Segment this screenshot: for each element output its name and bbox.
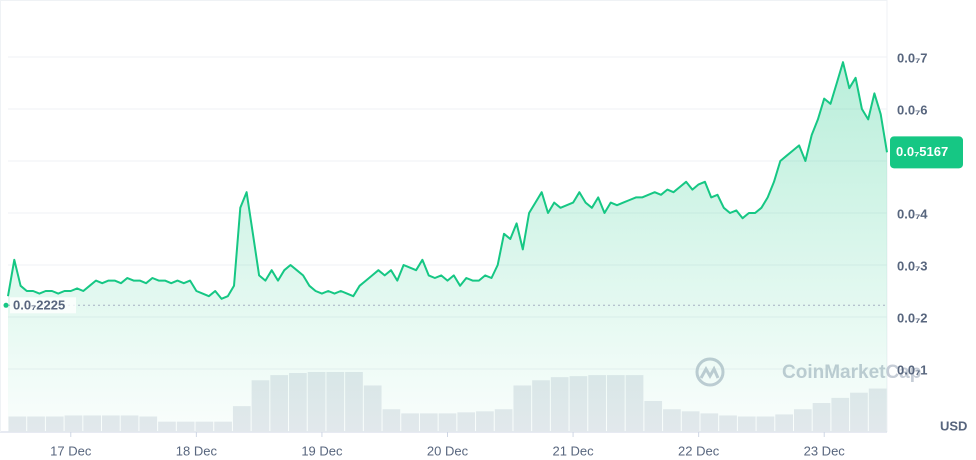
y-tick-label: 0.0₇3	[897, 258, 928, 273]
y-tick-label: 0.0₇6	[897, 102, 928, 117]
x-tick-label: 21 Dec	[552, 443, 594, 458]
y-tick-label: 0.0₇2	[897, 310, 928, 325]
open-price-bg	[10, 297, 76, 314]
open-price-dot	[3, 302, 9, 308]
x-tick-label: 20 Dec	[427, 443, 469, 458]
price-area	[8, 62, 887, 432]
y-tick-label: 0.0₇7	[897, 50, 928, 65]
x-tick-label: 17 Dec	[50, 443, 92, 458]
x-tick-label: 18 Dec	[176, 443, 218, 458]
current-price-box	[890, 136, 963, 169]
x-tick-label: 23 Dec	[804, 443, 846, 458]
current-price-label: 0.0₇5167	[896, 144, 948, 159]
x-tick-label: 22 Dec	[678, 443, 720, 458]
y-tick-label: 0.0₇1	[897, 362, 928, 377]
y-tick-label: 0.0₇4	[897, 206, 928, 221]
price-line	[7, 61, 888, 300]
currency: USD	[940, 418, 967, 433]
open-price-label: 0.0₇2225	[13, 298, 65, 313]
x-tick-label: 19 Dec	[301, 443, 343, 458]
